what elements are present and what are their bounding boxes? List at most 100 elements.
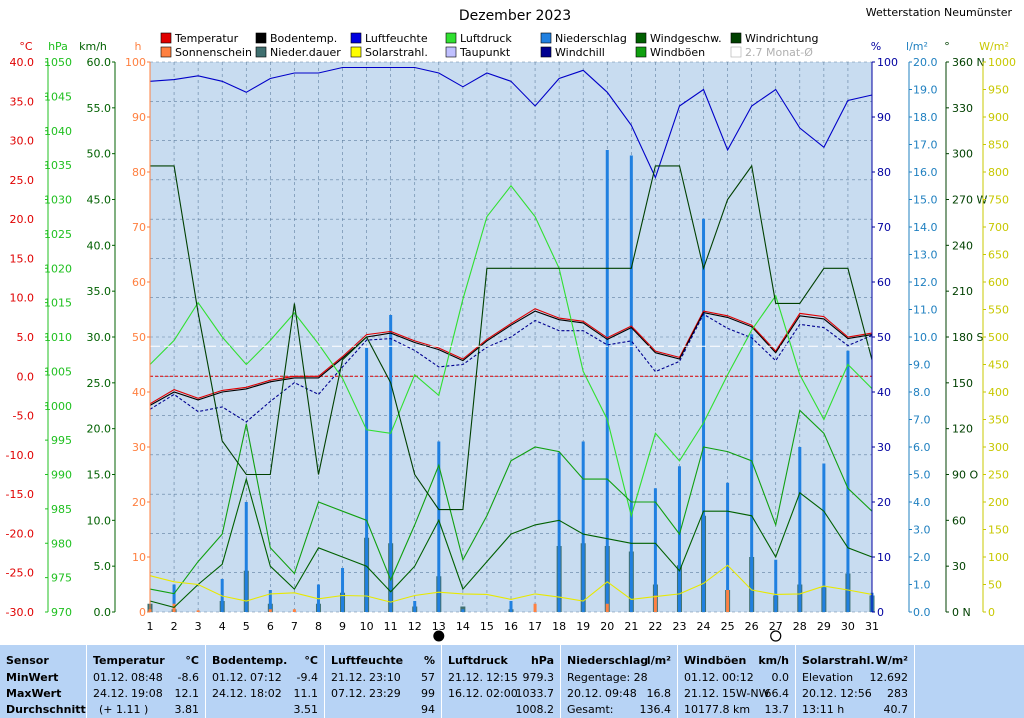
bar-sonnenschein: [533, 603, 537, 612]
y-tick-label-wm2: 150: [988, 524, 1009, 537]
x-tick-label: 4: [219, 620, 226, 633]
legend-label: Nieder.dauer: [270, 46, 341, 59]
y-tick-label-hpa: 1045: [44, 90, 72, 103]
luftfeuchte-unit: %: [423, 654, 435, 667]
y-tick-label-lm2: 19.0: [913, 84, 938, 97]
bodentemp-max-date: 24.12.: [212, 687, 247, 700]
y-tick-label-deg: 240: [952, 239, 973, 252]
y-tick-label-wm2: 550: [988, 304, 1009, 317]
series-line-luftdruck: [149, 184, 873, 518]
legend-swatch: [350, 32, 362, 44]
y-tick-label-lm2: 14.0: [913, 221, 938, 234]
windboeen-max-val: 66.4: [764, 687, 790, 700]
y-tick-label-wm2: 750: [988, 194, 1009, 207]
y-tick-label-pct: 40: [877, 386, 891, 399]
y-tick-label-kmh: 60.0: [87, 56, 112, 69]
bar-niederschlag: [653, 488, 657, 612]
sensor-min-label: MinWert: [6, 671, 59, 684]
y-tick-label-lm2: 3.0: [913, 524, 931, 537]
bar-niederschlag: [581, 441, 585, 612]
y-tick-label-lm2: 6.0: [913, 441, 931, 454]
series-line-solarstrahl: [149, 564, 873, 603]
temp-min-time: 08:48: [131, 671, 163, 684]
temp-min-val: -8.6: [177, 671, 199, 684]
x-tick-label: 24: [697, 620, 711, 633]
x-tick-label: 20: [600, 620, 614, 633]
luftdruck-min-val: 979.3: [522, 671, 555, 684]
y-tick-label-kmh: 5.0: [94, 560, 112, 573]
y-tick-label-temp: 30.0: [10, 135, 35, 148]
luftfeuchte-header: Luftfeuchte: [331, 654, 404, 667]
temp-unit: °C: [185, 654, 199, 667]
legend-swatch: [445, 32, 457, 44]
y-tick-label-kmh: 45.0: [87, 194, 112, 207]
y-tick-label-h: 90: [132, 111, 146, 124]
y-tick-label-h: 10: [132, 551, 146, 564]
y-tick-label-wm2: 50: [988, 579, 1002, 592]
sensor-max-label: MaxWert: [6, 687, 62, 700]
y-tick-label-pct: 50: [877, 331, 891, 344]
y-tick-label-lm2: 10.0: [913, 331, 938, 344]
y-tick-label-lm2: 0.0: [913, 606, 931, 619]
y-tick-label-temp: 15.0: [10, 252, 35, 265]
luftdruck-min-date: 21.12.: [448, 671, 483, 684]
y-tick-label-hpa: 975: [51, 572, 72, 585]
x-tick-label: 11: [384, 620, 398, 633]
y-tick-label-hpa: 1025: [44, 228, 72, 241]
y-tick-label-wm2: 900: [988, 111, 1009, 124]
legend-label: Taupunkt: [459, 46, 511, 59]
y-tick-label-hpa: 1050: [44, 56, 72, 69]
y-tick-label-lm2: 11.0: [913, 304, 938, 317]
bar-niederschlag: [389, 315, 393, 612]
bar-niederschlag: [509, 601, 513, 612]
bar-sonnenschein: [605, 603, 609, 612]
temp-max-date: 24.12.: [93, 687, 128, 700]
y-tick-label-wm2: 1000: [988, 56, 1016, 69]
legend-label: Windgeschw.: [650, 32, 722, 45]
y-tick-label-lm2: 18.0: [913, 111, 938, 124]
legend-label: Luftfeuchte: [365, 32, 428, 45]
temp-header: Temperatur: [93, 654, 165, 667]
y-tick-label-temp: -30.0: [6, 606, 34, 619]
y-tick-label-hpa: 970: [51, 606, 72, 619]
bar-sonnenschein: [292, 609, 296, 612]
luftfeuchte-max-date: 07.12.: [331, 687, 366, 700]
stats-col-luftfeuchte: Luftfeuchte% 21.12. 23:10 57 07.12. 23:29 99…: [325, 645, 441, 718]
luftfeuchte-min-time: 23:10: [369, 671, 401, 684]
bodentemp-max-val: 11.1: [293, 687, 319, 700]
unit-label-h: h: [135, 40, 142, 53]
unit-label-deg: °: [944, 40, 950, 53]
y-tick-label-lm2: 13.0: [913, 249, 938, 262]
y-tick-label-deg: 360 N: [952, 56, 985, 69]
legend-swatch: [160, 32, 172, 44]
legend-swatch: [635, 46, 647, 58]
y-tick-label-lm2: 1.0: [913, 579, 931, 592]
bar-sonnenschein: [653, 595, 657, 612]
bar-sonnenschein: [196, 610, 200, 612]
y-tick-label-wm2: 350: [988, 414, 1009, 427]
series-line-windrichtung: [150, 164, 873, 511]
y-tick-label-hpa: 1020: [44, 262, 72, 275]
y-tick-label-deg: 30: [952, 560, 966, 573]
x-tick-label: 30: [841, 620, 855, 633]
stats-col-sensor: Sensor MinWert MaxWert Durchschnitt: [0, 645, 86, 718]
series-line-windben: [149, 409, 873, 595]
bar-niederschlag: [822, 463, 826, 612]
y-tick-label-lm2: 12.0: [913, 276, 938, 289]
y-tick-label-lm2: 8.0: [913, 386, 931, 399]
luftdruck-max-time: 02:00: [486, 687, 518, 700]
solar-elevation-label: Elevation: [802, 671, 854, 684]
y-tick-label-kmh: 10.0: [87, 514, 112, 527]
y-tick-label-h: 30: [132, 441, 146, 454]
y-tick-label-temp: 20.0: [10, 213, 35, 226]
stats-col-luftdruck: Luftdruck hPa 21.12. 12:15 979.3 16.12. 02:0…: [442, 645, 560, 718]
x-tick-label: 7: [291, 620, 298, 633]
y-tick-label-temp: 0.0: [17, 370, 35, 383]
series-line-temperatur: [149, 308, 873, 405]
weather-chart: 1 2 3 4 5 6 7 8 9 10 11 12 13 14 15 16 17 18 19 20 21 22 23 24 2…: [0, 0, 1024, 645]
unit-label-pct: %: [871, 40, 881, 53]
unit-label-wm2: W/m²: [979, 40, 1009, 53]
stats-col-windboeen: Windböen km/h 01.12. 00:12 0.0 21.12. 15W-NW…: [678, 645, 795, 718]
solar-duration: 13:11 h: [802, 703, 845, 716]
y-tick-label-kmh: 30.0: [87, 331, 112, 344]
